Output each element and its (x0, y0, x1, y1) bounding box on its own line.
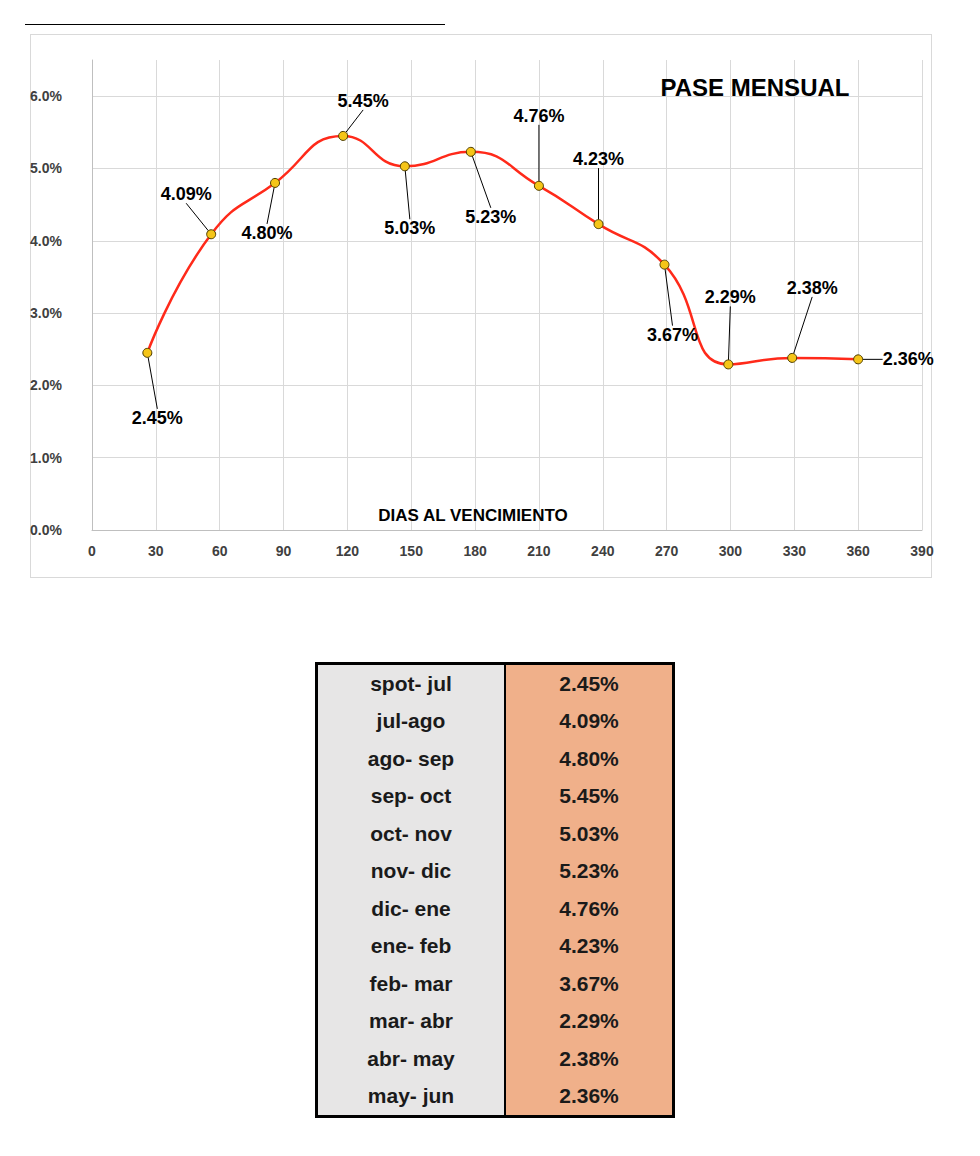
svg-text:390: 390 (910, 543, 934, 559)
svg-text:5.0%: 5.0% (30, 160, 62, 176)
html-text:5.23%: 5.23% (559, 859, 619, 883)
svg-text:150: 150 (400, 543, 424, 559)
html-text:ene- feb: ene- feb (370, 934, 452, 958)
svg-text:300: 300 (719, 543, 743, 559)
svg-text:2.45%: 2.45% (132, 408, 183, 428)
svg-text:240: 240 (591, 543, 615, 559)
svg-text:0: 0 (88, 543, 96, 559)
html-text:oct- nov: oct- nov (370, 821, 452, 845)
svg-text:3.0%: 3.0% (30, 305, 62, 321)
svg-text:2.0%: 2.0% (30, 377, 62, 393)
svg-text:2.38%: 2.38% (787, 278, 838, 298)
html-text:5.45%: 5.45% (559, 784, 619, 808)
svg-text:2.36%: 2.36% (883, 349, 934, 369)
html-text:3.67%: 3.67% (559, 971, 619, 995)
svg-text:6.0%: 6.0% (30, 88, 62, 104)
html-text:jul-ago: jul-ago (376, 709, 446, 733)
svg-text:2.29%: 2.29% (705, 287, 756, 307)
svg-text:180: 180 (463, 543, 487, 559)
html-text:dic- ene: dic- ene (371, 896, 451, 920)
html-text:4.23%: 4.23% (559, 934, 619, 958)
html-text:4.80%: 4.80% (559, 746, 619, 770)
html-text:ago- sep: ago- sep (367, 746, 455, 770)
svg-text:4.23%: 4.23% (573, 149, 624, 169)
html-text:4.76%: 4.76% (559, 896, 619, 920)
svg-text:DIAS AL VENCIMIENTO: DIAS AL VENCIMIENTO (378, 506, 568, 525)
svg-text:60: 60 (212, 543, 228, 559)
svg-text:PASE MENSUAL: PASE MENSUAL (661, 74, 850, 101)
svg-text:270: 270 (655, 543, 679, 559)
svg-text:360: 360 (846, 543, 870, 559)
html-text:spot- jul: spot- jul (370, 671, 452, 695)
svg-text:120: 120 (336, 543, 360, 559)
svg-text:1.0%: 1.0% (30, 450, 62, 466)
svg-text:5.23%: 5.23% (465, 207, 516, 227)
html-text:may- jun: may- jun (367, 1084, 455, 1108)
svg-text:330: 330 (783, 543, 807, 559)
html-text:mar- abr: mar- abr (369, 1009, 453, 1033)
svg-text:3.67%: 3.67% (647, 325, 698, 345)
html-text:2.36%: 2.36% (559, 1084, 619, 1108)
html-text:abr- may: abr- may (367, 1046, 455, 1070)
html-text:2.29%: 2.29% (559, 1009, 619, 1033)
svg-text:0.0%: 0.0% (30, 522, 62, 538)
svg-text:30: 30 (148, 543, 164, 559)
svg-text:90: 90 (276, 543, 292, 559)
svg-text:4.80%: 4.80% (242, 223, 293, 243)
svg-text:5.03%: 5.03% (384, 218, 435, 238)
html-text:feb- mar: feb- mar (369, 971, 453, 995)
html-text:5.03%: 5.03% (559, 821, 619, 845)
html-text:2.38%: 2.38% (559, 1046, 619, 1070)
html-text:2.45%: 2.45% (559, 671, 619, 695)
html-text:sep- oct: sep- oct (370, 784, 452, 808)
svg-text:4.09%: 4.09% (161, 184, 212, 204)
html-text:nov- dic: nov- dic (370, 859, 452, 883)
svg-text:210: 210 (527, 543, 551, 559)
svg-text:4.76%: 4.76% (513, 106, 564, 126)
svg-text:5.45%: 5.45% (338, 91, 389, 111)
html-text:4.09%: 4.09% (559, 709, 619, 733)
svg-text:4.0%: 4.0% (30, 233, 62, 249)
